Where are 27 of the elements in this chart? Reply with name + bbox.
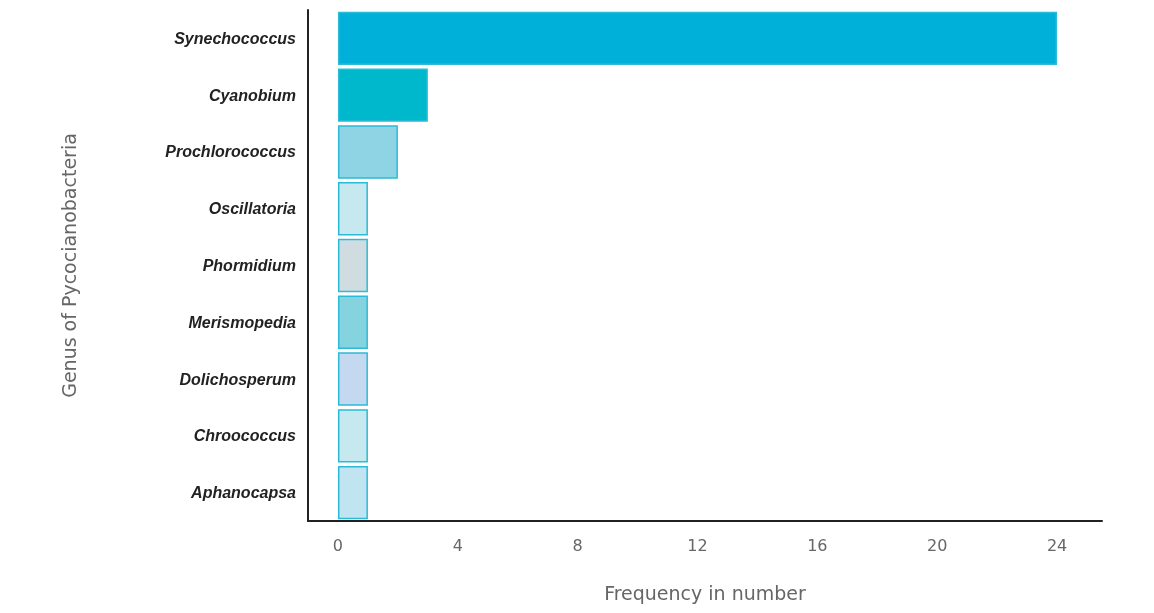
y-tick-label: Prochlorococcus: [165, 143, 297, 161]
bar: [337, 465, 368, 520]
y-tick-label: Oscillatoria: [208, 200, 297, 218]
x-tick-label: 4: [452, 535, 463, 555]
bar: [337, 238, 368, 293]
x-tick-label: 0: [332, 535, 344, 555]
bar: [337, 11, 1058, 66]
bar: [337, 125, 398, 179]
y-tick-label: Synechococcus: [174, 29, 297, 47]
x-tick-label: 8: [572, 535, 583, 555]
x-tick-label: 20: [927, 535, 948, 555]
y-tick-label: Chroococcus: [193, 427, 297, 445]
x-tick-label: 12: [687, 535, 708, 555]
bar: [337, 409, 368, 463]
y-tick-label: Aphanocapsa: [190, 484, 297, 502]
bar: [337, 68, 428, 122]
x-axis-title: Frequency in number: [604, 581, 807, 604]
y-tick-label: Dolichosperum: [179, 370, 296, 388]
x-tick-label: 16: [807, 535, 828, 555]
y-axis-title: Genus of Pycocianobacteria: [57, 133, 80, 398]
y-tick-label: Phormidium: [202, 257, 296, 274]
y-tick-label: Cyanobium: [208, 86, 296, 104]
bar: [337, 182, 368, 236]
x-tick-label: 24: [1046, 535, 1068, 555]
bar: [337, 295, 368, 349]
y-tick-label: Merismopedia: [188, 313, 297, 331]
bar: [337, 352, 368, 406]
